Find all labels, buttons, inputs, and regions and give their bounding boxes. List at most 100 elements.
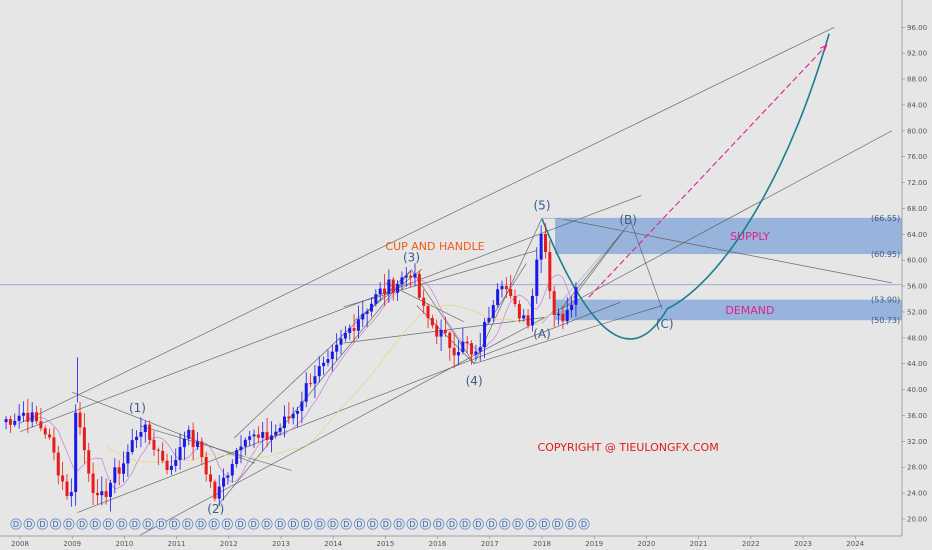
candle-body [61,475,65,482]
trendline [77,301,621,513]
trendline [72,391,256,464]
candle-body [374,294,378,304]
event-marker [182,518,194,530]
candle-body [526,315,530,326]
candle-body [369,303,373,312]
time-tick-label: 2015 [376,540,394,548]
price-tick-label: 36.00 [907,412,927,420]
event-marker-label: D [462,520,468,529]
candle-body [352,328,356,331]
cup-curve [541,33,830,340]
candle-body [100,491,104,496]
candle-body [300,401,304,412]
event-marker-label: D [92,520,98,529]
candle-body [470,343,474,355]
candle-body [169,465,173,471]
event-marker [327,518,339,530]
event-marker-label: D [554,520,560,529]
candle-body [391,279,395,293]
candle-body [461,341,465,353]
price-tick-label: 84.00 [907,101,927,109]
zone-supply [555,217,902,255]
price-tick-label: 32.00 [907,438,927,446]
candle-body [465,341,469,344]
event-marker-label: D [105,520,111,529]
candle-body [4,419,8,423]
event-marker [116,518,128,530]
candle-body [343,332,347,339]
event-marker-label: D [449,520,455,529]
candle-body [152,439,156,450]
time-tick-label: 2014 [324,540,342,548]
event-marker-label: D [290,520,296,529]
event-marker-label: D [198,520,204,529]
candle-body [113,467,117,483]
trendline [233,269,412,439]
candle-body [548,252,552,292]
candle-body [557,313,561,316]
event-marker [23,518,35,530]
candle-body [496,289,500,306]
candle-body [148,424,152,440]
event-marker-label: D [502,520,508,529]
candle-body [108,482,112,497]
event-marker-label: D [515,520,521,529]
candle-body [187,429,191,439]
event-marker-label: D [66,520,72,529]
candle-body [296,411,300,414]
event-marker-label: D [568,520,574,529]
trendline [557,221,632,314]
candle-body [8,419,12,425]
candle-body [365,311,369,314]
time-tick-label: 2023 [794,540,812,548]
event-marker-label: D [224,520,230,529]
candle-body [517,304,521,319]
candle-body [122,463,126,474]
price-tick-label: 96.00 [907,24,927,32]
event-marker [499,518,511,530]
candle-body [13,420,17,425]
trendline [19,26,835,424]
price-tick-label: 64.00 [907,231,927,239]
candle-body [348,328,352,333]
event-marker [485,518,498,530]
trendline [630,221,663,309]
candle-body [396,284,400,293]
wave-label: (2) [207,502,224,516]
price-tick-label: 20.00 [907,516,927,524]
event-marker [301,518,313,530]
candle-body [426,305,430,319]
candle-body [539,233,543,260]
candle-body [317,366,321,377]
candle-body [230,463,234,476]
candle-body [570,304,574,311]
candle-body [200,441,204,457]
event-marker [459,518,471,530]
candle-body [404,275,408,278]
time-tick-label: 2009 [63,540,81,548]
event-marker-label: D [396,520,402,529]
event-marker-label: D [26,520,32,529]
candle-body [456,352,460,356]
candle-body [478,347,482,352]
event-marker-label: D [383,520,389,529]
wave-label: (3) [403,250,420,264]
price-tick-label: 72.00 [907,179,927,187]
event-marker [419,518,432,530]
candle-body [287,416,291,419]
event-marker-label: D [53,520,59,529]
candle-body [500,285,504,290]
event-marker-label: D [158,520,164,529]
candle-body [356,319,360,331]
time-tick-label: 2019 [585,540,603,548]
candle-body [143,424,147,432]
event-marker-label: D [185,520,191,529]
candle-body [543,233,547,253]
event-marker-label: D [422,520,428,529]
candle-body [574,287,578,305]
candle-body [417,273,421,298]
candle-body [239,446,243,451]
candle-body [509,289,513,297]
event-marker [248,518,260,530]
